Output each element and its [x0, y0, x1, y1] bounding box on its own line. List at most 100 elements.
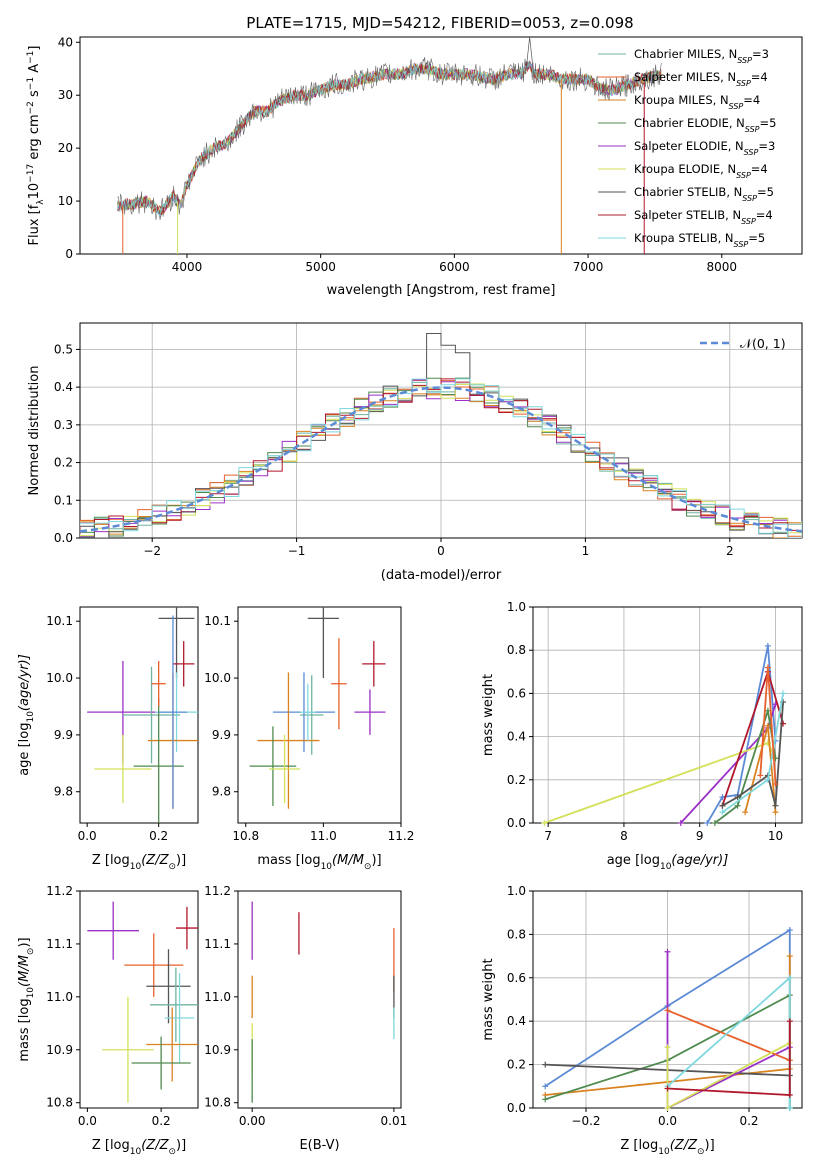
- errorbars: [87, 607, 198, 823]
- x-tick-label: 0.2: [149, 829, 168, 843]
- plot-frame: [79, 606, 199, 824]
- x-tick-label: 11.2: [388, 829, 415, 843]
- series-marker: [541, 820, 548, 826]
- x-tick-label: 7000: [573, 260, 604, 274]
- errorbars: [251, 901, 395, 1103]
- x-tick-label: 0: [437, 544, 445, 558]
- residuals-panel: −2 −1 0 1 2 0.0 0.1 0.2 0.3 0.4 0.5 (data-model)/er…: [27, 322, 803, 583]
- x-axis-label: wavelength [Angstrom, rest frame]: [327, 283, 556, 298]
- x-tick-label: 0.0: [658, 1114, 677, 1128]
- series-marker: [786, 974, 793, 981]
- x-axis-label: mass [log10(M/M⊙)]: [257, 853, 381, 872]
- errorbar-point: [172, 641, 195, 687]
- age-vs-mass-panel: 10.8 11.0 11.2 9.8 9.9 10.0 10.1 mass [log10(M/…: [204, 606, 415, 872]
- plot-frame: [237, 606, 402, 824]
- x-tick-label: 1: [582, 544, 590, 558]
- spectrum-panel: 4000 5000 6000 7000 8000 0 10 20 30 40 wavelength …: [26, 35, 803, 298]
- x-tick-label: 11.0: [310, 829, 337, 843]
- errorbar-point: [300, 683, 316, 741]
- series-marker: [719, 802, 726, 809]
- x-tick-label: 10: [768, 829, 783, 843]
- x-axis-label: E(B-V): [299, 1138, 339, 1153]
- errorbar-point: [146, 1007, 198, 1082]
- legend-label: Salpeter STELIB, NSSP=4: [634, 208, 773, 226]
- histogram-series: [80, 378, 802, 538]
- y-tick-label: 0.8: [507, 643, 526, 657]
- series-marker: [734, 802, 741, 809]
- y-tick-label: 11.0: [204, 990, 231, 1004]
- series-marker: [764, 776, 771, 783]
- y-axis-label: mass weight: [481, 674, 496, 756]
- y-axis-label: age [log10(age/yr)]: [17, 654, 36, 776]
- y-tick-label: 0.8: [507, 927, 526, 941]
- x-tick-label: 9: [696, 829, 704, 843]
- errorbar-point: [158, 615, 188, 809]
- series-marker: [780, 690, 787, 697]
- x-tick-label: −0.2: [571, 1114, 600, 1128]
- y-tick-label: 0.4: [507, 1014, 526, 1028]
- errorbar-point: [257, 672, 320, 809]
- spectrum-line: [117, 61, 662, 217]
- weight-series: [667, 1009, 791, 1062]
- legend-label: Kroupa MILES, NSSP=4: [634, 93, 760, 111]
- errorbar-point: [158, 607, 195, 679]
- series-marker: [719, 809, 726, 816]
- series-marker: [772, 802, 779, 809]
- series-marker: [734, 794, 741, 801]
- series-marker: [742, 809, 749, 816]
- errorbar-point: [124, 933, 184, 997]
- errorbar-point: [164, 973, 195, 1064]
- series-marker: [664, 1044, 671, 1051]
- series-marker: [764, 722, 771, 729]
- spectrum-line: [117, 63, 662, 215]
- plot-frame: [79, 890, 199, 1109]
- normal-curve: [80, 386, 802, 533]
- errorbar-point: [331, 638, 347, 730]
- y-tick-label: 9.9: [54, 728, 73, 742]
- x-axis-label: Z [log10(Z/Z⊙)]: [620, 1138, 714, 1157]
- legend-label: Kroupa STELIB, NSSP=5: [634, 231, 765, 249]
- x-tick-label: 0.0: [78, 1114, 97, 1128]
- legend-label: Salpeter ELODIE, NSSP=3: [634, 139, 775, 157]
- series-marker: [786, 1018, 793, 1025]
- x-tick-label: 7: [544, 829, 552, 843]
- errorbar-point: [269, 734, 301, 804]
- y-tick-label: 10: [58, 194, 73, 208]
- series-marker: [664, 1007, 671, 1014]
- y-tick-label: 10.9: [204, 1043, 231, 1057]
- x-axis-label: Z [log10(Z/Z⊙)]: [92, 853, 186, 872]
- errorbar-point: [102, 996, 154, 1103]
- errorbar-point: [150, 967, 198, 1042]
- y-tick-label: 10.9: [46, 1043, 73, 1057]
- y-tick-label: 11.1: [46, 937, 73, 951]
- series-marker: [786, 1091, 793, 1098]
- age-vs-z-panel: 0.0 0.2 9.8 9.9 10.0 10.1 Z [log10(Z/Z⊙)] age […: [17, 606, 199, 872]
- y-tick-label: 20: [58, 141, 73, 155]
- y-tick-label: 11.0: [46, 990, 73, 1004]
- y-tick-label: 0.0: [54, 531, 73, 545]
- y-tick-label: 9.8: [54, 785, 73, 799]
- y-tick-label: 1.0: [507, 600, 526, 614]
- y-tick-label: 11.2: [204, 884, 231, 898]
- x-tick-label: −2: [143, 544, 161, 558]
- y-tick-label: 10.8: [46, 1096, 73, 1110]
- y-tick-label: 40: [58, 35, 73, 49]
- series-marker: [757, 772, 764, 779]
- series-marker: [542, 1083, 549, 1090]
- legend-label: Salpeter MILES, NSSP=4: [634, 70, 768, 88]
- mass-vs-ebv-panel: 0.00 0.01 10.8 10.9 11.0 11.1 11.2 E(B-V): [204, 884, 407, 1153]
- x-tick-label: 0.2: [152, 1114, 171, 1128]
- x-tick-label: 4000: [172, 260, 203, 274]
- mass-weight-vs-age-panel: 7 8 9 10 0.0 0.2 0.4 0.6 0.8 1.0 age [log10(age/yr…: [481, 600, 803, 872]
- y-tick-label: 0.6: [507, 971, 526, 985]
- series-marker: [772, 809, 779, 816]
- series-marker: [764, 664, 771, 671]
- series-marker: [786, 927, 793, 934]
- emission-peak: [525, 36, 534, 75]
- errorbar-point: [133, 697, 184, 823]
- errorbars: [249, 607, 386, 809]
- y-tick-label: 0.2: [54, 456, 73, 470]
- y-tick-label: 0.5: [54, 342, 73, 356]
- y-tick-label: 10.0: [46, 671, 73, 685]
- x-tick-label: 0.2: [739, 1114, 758, 1128]
